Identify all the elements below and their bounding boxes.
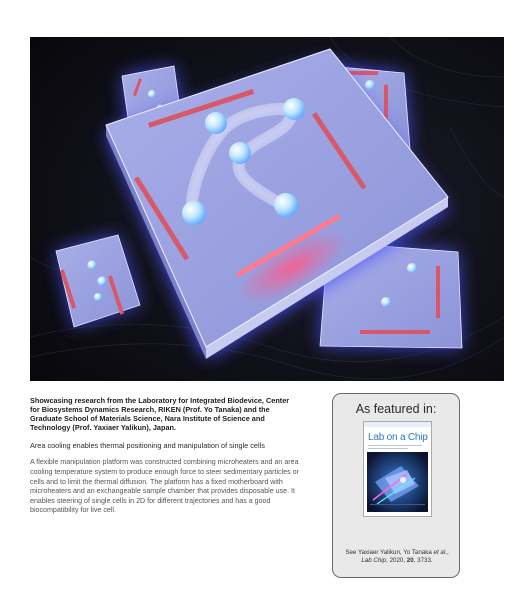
cover-artwork-thumbnail — [367, 452, 428, 512]
journal-cover-thumbnail: Lab on a Chip — [363, 421, 432, 517]
cover-artwork — [30, 37, 504, 381]
featured-heading: As featured in: — [355, 402, 437, 416]
citation-year: , 2020, — [386, 557, 407, 565]
journal-title: Lab on a Chip — [368, 432, 428, 443]
as-featured-in-box: As featured in: Lab on a Chip See Yaxiae… — [332, 393, 460, 578]
caption-column: Showcasing research from the Laboratory … — [30, 396, 300, 516]
citation-journal: Lab Chip — [361, 557, 387, 565]
microchip-illustration — [30, 37, 504, 381]
citation-comma: , — [446, 549, 449, 556]
citation-etal: et al. — [433, 549, 447, 556]
citation-volume: 20 — [406, 557, 414, 565]
article-abstract: A flexible manipulation platform was con… — [30, 458, 299, 515]
cover-text-line — [368, 445, 422, 447]
citation-text: See Yaxiaer Yalikun, Yo Tanaka et al., L… — [337, 549, 457, 565]
research-affiliation-text: Showcasing research from the Laboratory … — [30, 396, 290, 433]
citation-pages: , 3733. — [413, 557, 433, 565]
article-title: Area cooling enables thermal positioning… — [30, 441, 265, 451]
main-chip — [105, 48, 449, 359]
citation-authors: See Yaxiaer Yalikun, Yo Tanaka — [345, 549, 434, 556]
cover-header-strip — [364, 422, 431, 427]
cover-text-line — [368, 448, 408, 450]
small-chip-bottom-right — [319, 241, 463, 349]
small-chip-bottom-left — [55, 234, 141, 328]
